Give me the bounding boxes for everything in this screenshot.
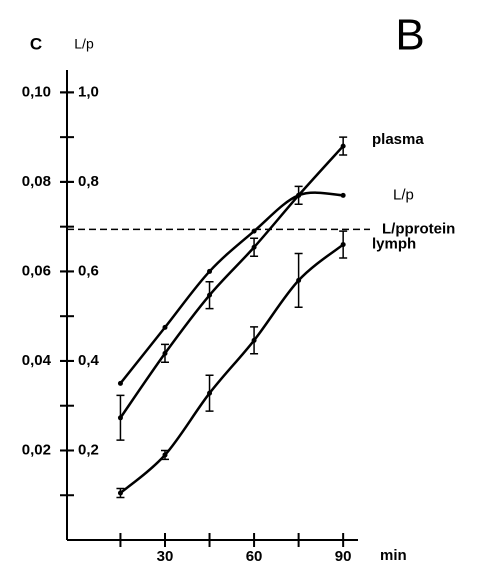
data-point	[340, 242, 346, 248]
x-tick-label: 30	[157, 548, 174, 565]
y-tick-label: 0,08	[22, 173, 51, 190]
series-label: L/p	[393, 186, 414, 203]
reference-label: L/pprotein	[382, 220, 455, 237]
data-point	[207, 390, 213, 396]
y-tick-label: 0,04	[22, 352, 52, 369]
x-tick-label: 60	[246, 548, 263, 565]
data-point	[251, 228, 257, 234]
panel-label: B	[395, 11, 424, 60]
data-point	[207, 268, 213, 274]
y2-axis-label: L/p	[74, 36, 94, 52]
data-point	[162, 324, 168, 330]
data-point	[117, 380, 123, 386]
y-axis-label: C	[30, 34, 42, 53]
data-point	[117, 415, 123, 421]
y2-tick-label: 0,4	[78, 352, 100, 369]
data-point	[340, 143, 346, 149]
data-point	[251, 337, 257, 343]
data-point	[207, 292, 213, 298]
series-label: plasma	[372, 131, 424, 148]
series-line	[119, 191, 344, 385]
x-axis-label: min	[380, 547, 407, 564]
y-tick-label: 0,06	[22, 262, 51, 279]
y2-tick-label: 0,2	[78, 441, 99, 458]
data-point	[296, 192, 302, 198]
y2-tick-label: 0,6	[78, 262, 99, 279]
series-line	[119, 145, 345, 419]
data-point	[117, 490, 123, 496]
series-label: lymph	[372, 236, 416, 253]
data-point	[162, 350, 168, 356]
y-tick-label: 0,10	[22, 83, 51, 100]
y2-tick-label: 0,8	[78, 173, 99, 190]
data-point	[296, 277, 302, 283]
x-tick-label: 90	[335, 548, 352, 565]
data-point	[251, 244, 257, 250]
y2-tick-label: 1,0	[78, 83, 99, 100]
data-point	[340, 192, 346, 198]
y-tick-label: 0,02	[22, 441, 51, 458]
data-point	[162, 452, 168, 458]
